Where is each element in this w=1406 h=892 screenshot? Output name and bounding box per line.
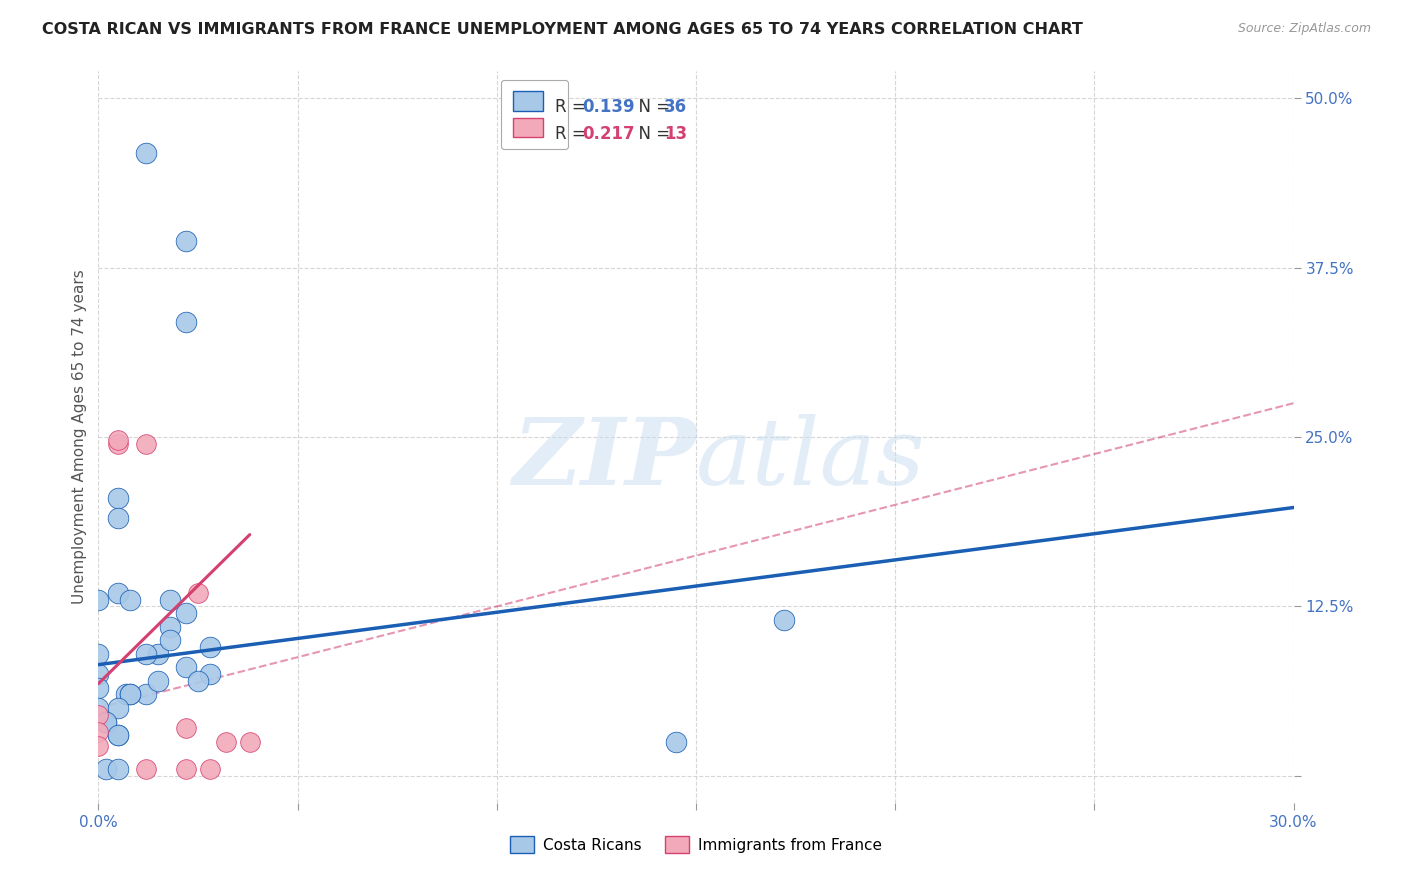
Point <box>96 762 118 776</box>
Point <box>174 721 197 735</box>
Point <box>120 688 142 702</box>
Text: 36: 36 <box>664 98 686 116</box>
Point <box>198 667 221 681</box>
Point <box>135 647 157 661</box>
Point <box>159 633 181 648</box>
Point <box>174 762 197 776</box>
Point <box>87 667 110 681</box>
Text: 0.139: 0.139 <box>582 98 636 116</box>
Point <box>107 701 129 715</box>
Point <box>120 688 142 702</box>
Point <box>772 613 794 627</box>
Point <box>198 640 221 654</box>
Point <box>87 739 110 753</box>
Legend: Costa Ricans, Immigrants from France: Costa Ricans, Immigrants from France <box>502 828 890 861</box>
Point <box>107 728 129 742</box>
Point <box>107 491 129 505</box>
Point <box>107 762 129 776</box>
Point <box>148 647 170 661</box>
Y-axis label: Unemployment Among Ages 65 to 74 years: Unemployment Among Ages 65 to 74 years <box>72 269 87 605</box>
Point <box>239 735 262 749</box>
Point <box>665 735 688 749</box>
Text: 0.217: 0.217 <box>582 125 636 143</box>
Point <box>174 660 197 674</box>
Point <box>107 511 129 525</box>
Text: COSTA RICAN VS IMMIGRANTS FROM FRANCE UNEMPLOYMENT AMONG AGES 65 TO 74 YEARS COR: COSTA RICAN VS IMMIGRANTS FROM FRANCE UN… <box>42 22 1083 37</box>
Point <box>96 714 118 729</box>
Point <box>107 437 129 451</box>
Point <box>215 735 238 749</box>
Point <box>174 315 197 329</box>
Text: atlas: atlas <box>696 414 925 504</box>
Point <box>135 762 157 776</box>
Point <box>135 145 157 160</box>
Point <box>159 620 181 634</box>
Point <box>107 586 129 600</box>
Point <box>107 433 129 447</box>
Point <box>174 606 197 620</box>
Point <box>87 701 110 715</box>
Point <box>87 707 110 722</box>
Point <box>135 688 157 702</box>
Text: N =: N = <box>628 125 675 143</box>
Text: Source: ZipAtlas.com: Source: ZipAtlas.com <box>1237 22 1371 36</box>
Text: ZIP: ZIP <box>512 414 696 504</box>
Point <box>159 592 181 607</box>
Text: R =: R = <box>555 98 591 116</box>
Point <box>107 728 129 742</box>
Text: R =: R = <box>555 125 591 143</box>
Text: N =: N = <box>628 98 675 116</box>
Point <box>148 673 170 688</box>
Point <box>96 714 118 729</box>
Point <box>87 647 110 661</box>
Point <box>115 688 138 702</box>
Point <box>120 592 142 607</box>
Point <box>87 725 110 739</box>
Point <box>135 437 157 451</box>
Point <box>187 586 209 600</box>
Point <box>187 673 209 688</box>
Point <box>87 592 110 607</box>
Point <box>198 762 221 776</box>
Text: 13: 13 <box>664 125 686 143</box>
Point <box>174 234 197 248</box>
Point <box>87 681 110 695</box>
